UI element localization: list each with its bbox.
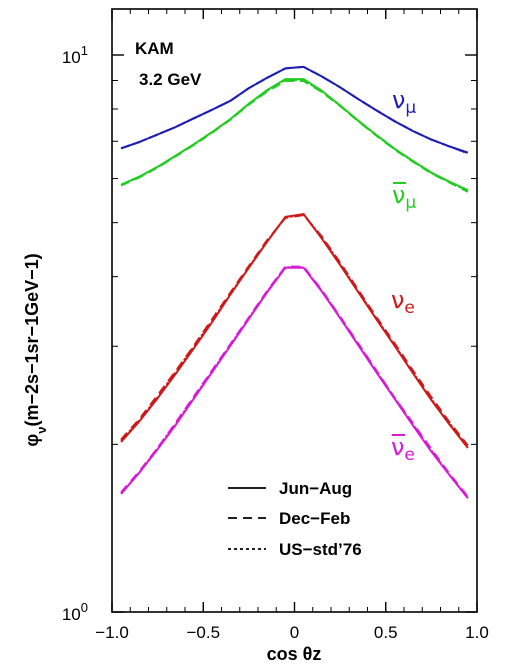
legend-label-solid: Jun−Aug bbox=[279, 479, 352, 498]
y-axis-label: φν(m−2s−1sr−1GeV−1) bbox=[22, 253, 49, 446]
series-label-1: νμ bbox=[392, 181, 416, 213]
curves bbox=[121, 67, 468, 498]
series-2-dec-feb-line bbox=[121, 215, 468, 445]
y-axis-label-sub: ν bbox=[34, 427, 49, 434]
legend-label-dashed: Dec−Feb bbox=[279, 509, 350, 528]
x-tick-label: −0.5 bbox=[186, 623, 220, 642]
y-axis-label-symbol: φ bbox=[22, 434, 42, 447]
y-tick-label: 101 bbox=[62, 43, 88, 67]
x-tick-label: −1.0 bbox=[95, 623, 129, 642]
series-label-3: νe bbox=[391, 433, 415, 465]
series-2-jun-aug-line bbox=[121, 214, 468, 448]
x-tick-label: 0 bbox=[290, 623, 299, 642]
axis-ticks: −1.0 −0.5 0 0.5 1.0 100 101 bbox=[62, 9, 489, 642]
y-axis-label-units: (m−2s−1sr−1GeV−1) bbox=[22, 253, 42, 426]
x-tick-label: 0.5 bbox=[374, 623, 398, 642]
annotation-energy: 3.2 GeV bbox=[139, 70, 202, 89]
series-3-dec-feb-line bbox=[121, 267, 468, 497]
legend: Jun−Aug Dec−Feb US−std’76 bbox=[228, 479, 362, 559]
annotations: KAM 3.2 GeV bbox=[135, 39, 202, 89]
series-3-jun-aug-line bbox=[121, 268, 468, 499]
series-3-us-std-76-line bbox=[121, 267, 468, 498]
x-axis-label-text: cos θz bbox=[267, 644, 322, 664]
series-1-us-std-76-line bbox=[121, 80, 468, 191]
series-1-jun-aug-line bbox=[121, 79, 468, 190]
series-2-us-std-76-line bbox=[121, 215, 468, 447]
y-tick-label: 100 bbox=[62, 600, 88, 624]
x-axis-label: cos θz bbox=[267, 644, 322, 664]
legend-label-dotted: US−std’76 bbox=[279, 540, 362, 559]
series-label-2: νe bbox=[391, 286, 415, 318]
x-tick-label: 1.0 bbox=[465, 623, 489, 642]
series-label-0: νμ bbox=[392, 86, 416, 118]
series-labels: νμ νμ νe νe bbox=[391, 86, 416, 465]
annotation-detector: KAM bbox=[135, 39, 174, 58]
y-axis-label-group: φν(m−2s−1sr−1GeV−1) bbox=[22, 253, 49, 446]
